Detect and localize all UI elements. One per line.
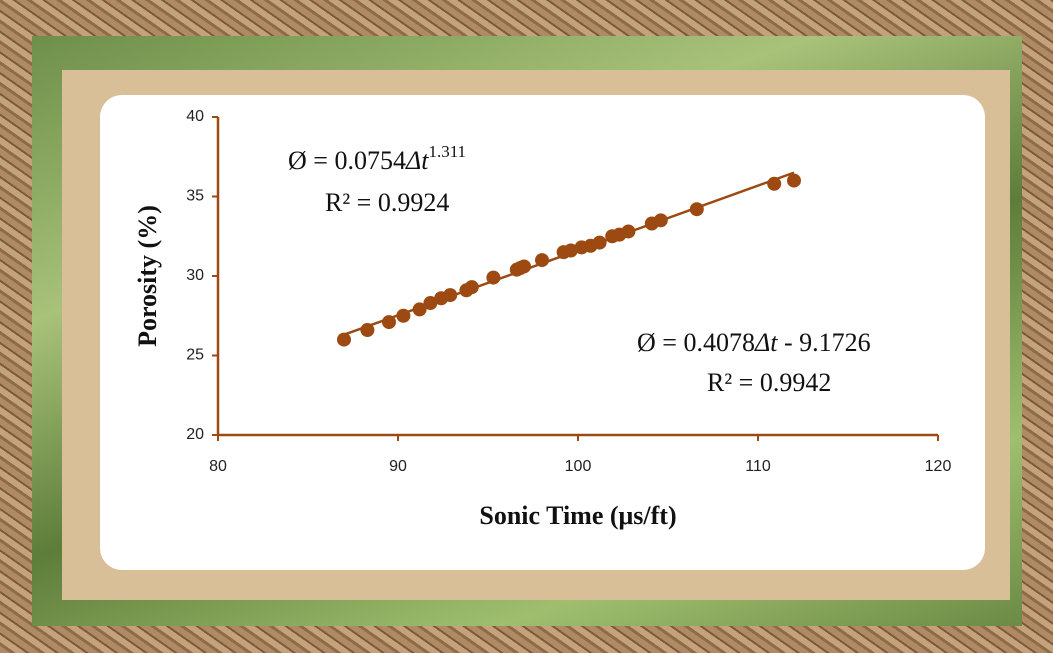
data-point bbox=[464, 280, 479, 295]
data-point bbox=[689, 202, 704, 217]
data-point bbox=[563, 243, 578, 258]
r2-value: 0.9924 bbox=[378, 188, 450, 217]
eq-intercept: - 9.1726 bbox=[777, 328, 870, 357]
data-point bbox=[621, 224, 636, 239]
data-point bbox=[360, 323, 375, 338]
x-tick-label: 90 bbox=[389, 458, 407, 475]
eq-coef: 0.4078 bbox=[683, 328, 755, 357]
eq-lhs: Ø = bbox=[288, 146, 334, 175]
x-tick-label: 100 bbox=[565, 458, 592, 475]
fit-r2: R² = 0.9942 bbox=[707, 368, 831, 397]
x-tick-label: 80 bbox=[209, 458, 227, 475]
data-point bbox=[486, 270, 501, 285]
y-tick-label: 30 bbox=[186, 267, 204, 284]
data-point bbox=[382, 315, 396, 330]
r2-label: R² = bbox=[325, 188, 378, 217]
fit-equation: Ø = 0.4078Δt - 9.1726 bbox=[637, 328, 871, 357]
y-tick-label: 25 bbox=[186, 347, 204, 364]
data-point bbox=[337, 332, 351, 347]
r2-value: 0.9942 bbox=[760, 368, 832, 397]
eq-coef: 0.0754 bbox=[334, 146, 406, 175]
y-tick-label: 40 bbox=[186, 108, 204, 125]
eq-var: Δt bbox=[754, 328, 778, 357]
eq-lhs: Ø = bbox=[637, 328, 683, 357]
chart-panel bbox=[100, 95, 985, 570]
data-point bbox=[443, 288, 458, 303]
data-point bbox=[423, 296, 438, 311]
eq-exponent: 1.311 bbox=[428, 142, 466, 161]
data-point bbox=[412, 302, 427, 317]
eq-var: Δt bbox=[405, 146, 429, 175]
data-point bbox=[517, 259, 531, 274]
y-tick-label: 35 bbox=[186, 188, 204, 205]
y-axis-label: Porosity (%) bbox=[133, 205, 162, 347]
data-point bbox=[592, 235, 607, 250]
x-tick-label: 110 bbox=[745, 458, 771, 475]
data-point bbox=[767, 176, 782, 191]
data-point bbox=[535, 253, 549, 268]
x-axis-label: Sonic Time (μs/ft) bbox=[479, 501, 676, 530]
fit-equation: Ø = 0.0754Δt1.311 bbox=[288, 142, 466, 175]
x-tick-label: 120 bbox=[925, 458, 952, 475]
data-point bbox=[396, 308, 411, 323]
y-tick-label: 20 bbox=[186, 426, 204, 443]
data-point bbox=[787, 173, 801, 188]
r2-label: R² = bbox=[707, 368, 760, 397]
data-point bbox=[653, 213, 668, 228]
fit-r2: R² = 0.9924 bbox=[325, 188, 449, 217]
